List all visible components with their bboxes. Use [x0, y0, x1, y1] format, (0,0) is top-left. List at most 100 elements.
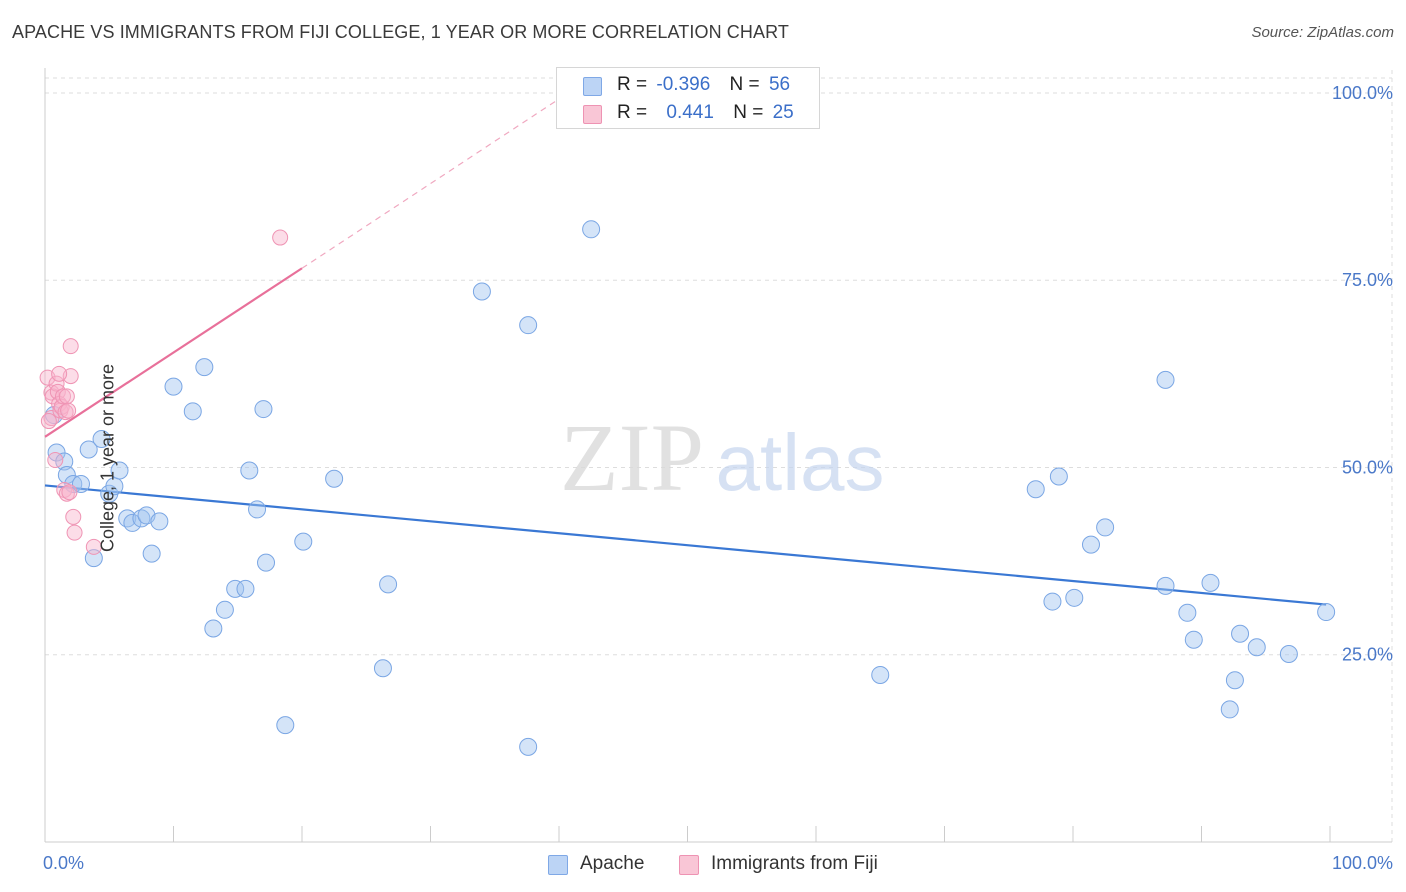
fiji-r-label: R = — [617, 102, 648, 123]
apache-point-54 — [1317, 603, 1336, 622]
apache-legend-swatch — [548, 855, 568, 875]
apache-point-3 — [64, 474, 83, 493]
apache-point-26 — [254, 400, 273, 419]
fiji-point-16 — [61, 484, 78, 501]
apache-point-4 — [71, 474, 90, 493]
apache-point-31 — [379, 575, 398, 594]
apache-point-38 — [1026, 480, 1045, 499]
fiji-point-15 — [60, 402, 77, 419]
apache-point-41 — [1065, 588, 1084, 607]
apache-point-25 — [248, 500, 267, 519]
fiji-point-24 — [51, 365, 68, 382]
apache-point-22 — [226, 579, 245, 598]
apache-n-value: 56 — [768, 74, 791, 95]
axes — [44, 68, 1392, 843]
apache-r-value: -0.396 — [656, 74, 711, 95]
apache-swatch — [583, 77, 602, 96]
y-tick-label-75: 75.0% — [1342, 270, 1393, 290]
apache-trend-line — [44, 484, 1327, 606]
y-tick-label-25: 25.0% — [1342, 645, 1393, 665]
fiji-n-label: N = — [733, 102, 764, 123]
fiji-point-4 — [47, 452, 64, 468]
fiji-point-5 — [48, 375, 65, 392]
y-axis-label: College, 1 year or more — [97, 363, 118, 553]
y-tick-label-50: 50.0% — [1342, 457, 1393, 477]
apache-point-6 — [92, 430, 111, 449]
tick-labels: 25.0% 50.0% 75.0% 100.0% 0.0% 100.0% — [43, 83, 1393, 873]
fiji-trend-extension — [301, 98, 560, 269]
apache-n-label: N = — [729, 74, 760, 95]
fiji-point-18 — [62, 338, 79, 355]
fiji-point-10 — [54, 388, 71, 405]
watermark-atlas: atlas — [716, 418, 885, 507]
fiji-n-value: 25 — [772, 102, 794, 123]
apache-point-48 — [1201, 573, 1220, 592]
apache-r-label: R = — [617, 74, 648, 95]
fiji-r-value: 0.441 — [666, 102, 714, 123]
source-credit: Source: ZipAtlas.com — [1251, 24, 1394, 41]
apache-point-19 — [195, 358, 214, 377]
apache-point-36 — [582, 220, 601, 239]
fiji-point-20 — [66, 524, 83, 541]
apache-point-12 — [123, 513, 142, 532]
y-tick-label-100: 100.0% — [1332, 83, 1393, 103]
series-legend: Apache Immigrants from Fiji — [0, 850, 1406, 880]
apache-point-52 — [1247, 638, 1266, 657]
apache-point-45 — [1156, 576, 1175, 595]
apache-point-44 — [1156, 370, 1175, 389]
apache-point-47 — [1184, 630, 1203, 649]
fiji-point-6 — [49, 383, 66, 400]
fiji-point-23 — [40, 413, 57, 430]
apache-point-23 — [236, 579, 255, 598]
apache-point-37 — [871, 665, 890, 684]
apache-point-50 — [1225, 671, 1244, 690]
apache-point-53 — [1279, 644, 1298, 663]
fiji-point-22 — [272, 229, 289, 246]
apache-point-30 — [325, 469, 344, 488]
x-tick-label-max: 100.0% — [1332, 853, 1393, 873]
fiji-swatch — [583, 105, 602, 124]
apache-point-39 — [1043, 592, 1062, 611]
apache-point-20 — [204, 619, 223, 638]
apache-point-15 — [150, 512, 169, 531]
apache-point-32 — [373, 659, 392, 678]
apache-legend-label: Apache — [580, 853, 645, 874]
apache-point-34 — [519, 316, 538, 335]
fiji-point-21 — [85, 538, 102, 555]
apache-point-49 — [1220, 700, 1239, 719]
apache-point-7 — [84, 549, 103, 568]
apache-point-28 — [276, 716, 295, 735]
watermark: ZIP atlas — [560, 404, 884, 511]
trend-lines — [44, 98, 1327, 606]
correlation-legend: R = -0.396 N = 56 R = 0.441 N = 25 — [556, 67, 820, 129]
apache-point-24 — [240, 461, 259, 480]
fiji-legend-label: Immigrants from Fiji — [711, 853, 878, 874]
chart-title: APACHE VS IMMIGRANTS FROM FIJI COLLEGE, … — [12, 22, 789, 42]
grid-lines — [45, 70, 1393, 842]
apache-point-17 — [164, 377, 183, 396]
fiji-point-12 — [57, 404, 74, 421]
apache-point-27 — [257, 553, 276, 572]
apache-point-16 — [142, 544, 161, 563]
data-points — [39, 220, 1336, 756]
apache-point-42 — [1081, 535, 1100, 554]
watermark-zip: ZIP — [560, 404, 704, 511]
fiji-legend-swatch — [679, 855, 699, 875]
apache-point-21 — [215, 600, 234, 619]
apache-point-29 — [294, 532, 313, 551]
apache-point-33 — [472, 282, 491, 301]
apache-point-51 — [1231, 624, 1250, 643]
apache-point-43 — [1096, 518, 1115, 537]
fiji-point-19 — [65, 508, 82, 525]
apache-point-18 — [183, 402, 202, 421]
apache-point-5 — [79, 440, 98, 459]
apache-point-10 — [110, 461, 129, 480]
apache-point-2 — [57, 465, 76, 484]
apache-point-40 — [1049, 467, 1068, 486]
x-tick-label-min: 0.0% — [43, 853, 84, 873]
apache-point-35 — [519, 737, 538, 756]
fiji-trend-line — [44, 267, 303, 438]
fiji-point-14 — [58, 485, 75, 502]
apache-point-13 — [132, 509, 151, 528]
